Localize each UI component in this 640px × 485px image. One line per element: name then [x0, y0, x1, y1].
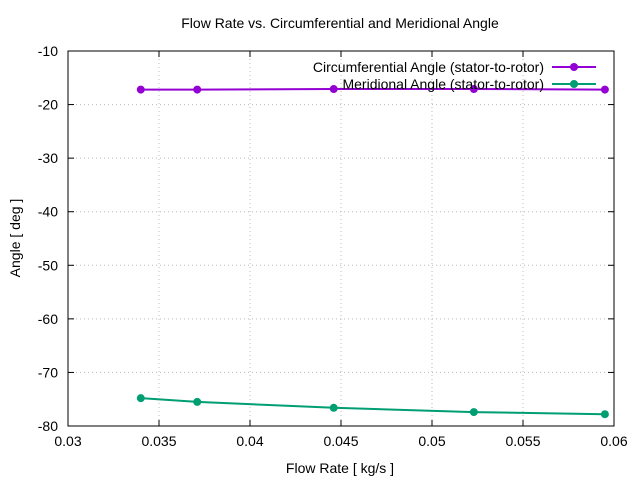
data-point	[329, 85, 338, 94]
data-point	[136, 394, 145, 403]
chart-title: Flow Rate vs. Circumferential and Meridi…	[181, 15, 499, 31]
x-tick-label: 0.03	[54, 433, 81, 449]
y-tick-label: -50	[38, 257, 58, 273]
x-tick-label: 0.045	[323, 433, 358, 449]
y-axis-label: Angle [ deg ]	[7, 199, 23, 278]
y-tick-label: -10	[38, 43, 58, 59]
y-tick-label: -70	[38, 364, 58, 380]
data-point	[469, 85, 478, 94]
x-tick-label: 0.06	[600, 433, 627, 449]
y-tick-label: -60	[38, 311, 58, 327]
y-tick-label: -30	[38, 150, 58, 166]
plot-border	[67, 50, 615, 427]
legend-marker	[570, 63, 578, 71]
y-tick-label: -20	[38, 97, 58, 113]
x-axis-label: Flow Rate [ kg/s ]	[286, 460, 394, 476]
data-point	[193, 397, 202, 406]
x-tick-label: 0.04	[236, 433, 263, 449]
data-point	[600, 410, 609, 419]
data-point	[600, 85, 609, 94]
x-tick-label: 0.035	[141, 433, 176, 449]
data-point	[193, 85, 202, 94]
x-tick-label: 0.055	[505, 433, 540, 449]
series-line-1	[140, 397, 605, 416]
y-tick-label: -40	[38, 204, 58, 220]
y-tick-label: -80	[38, 418, 58, 434]
legend-label: Circumferential Angle (stator-to-rotor)	[313, 59, 544, 75]
data-point	[329, 403, 338, 412]
data-point	[469, 408, 478, 417]
x-tick-label: 0.05	[418, 433, 445, 449]
data-point	[136, 85, 145, 94]
legend-label: Meridional Angle (stator-to-rotor)	[342, 76, 544, 92]
legend-marker	[570, 80, 578, 88]
